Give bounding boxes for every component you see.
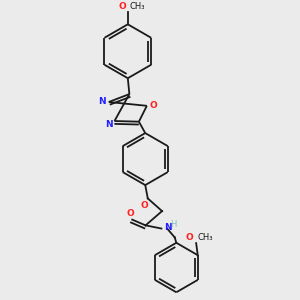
Text: O: O (186, 233, 194, 242)
Text: N: N (164, 223, 172, 232)
Text: O: O (127, 209, 134, 218)
Text: H: H (170, 220, 176, 229)
Text: O: O (149, 101, 157, 110)
Text: O: O (141, 201, 148, 210)
Text: CH₃: CH₃ (197, 233, 213, 242)
Text: N: N (105, 120, 112, 129)
Text: CH₃: CH₃ (129, 2, 145, 11)
Text: N: N (98, 97, 106, 106)
Text: O: O (118, 2, 126, 11)
